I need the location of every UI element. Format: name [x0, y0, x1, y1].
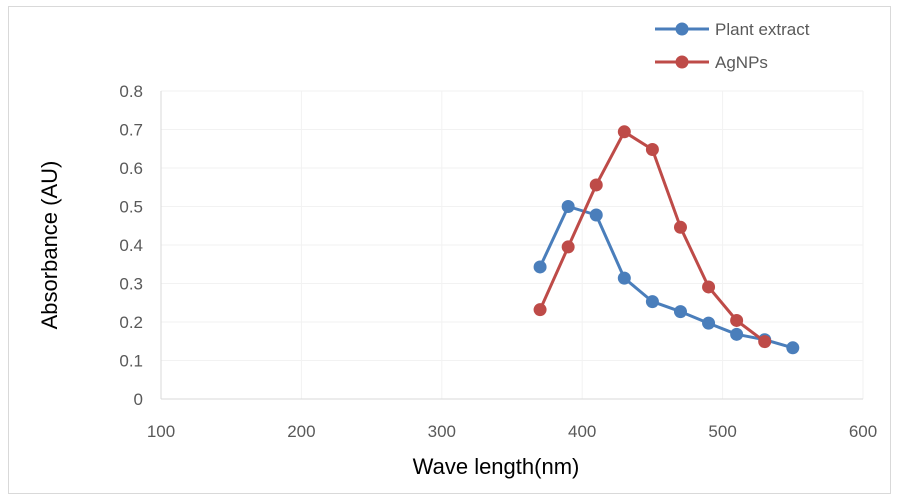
- data-point-plant-extract: [702, 317, 715, 330]
- data-point-plant-extract: [590, 208, 603, 221]
- legend-marker: [676, 23, 689, 36]
- legend: Plant extract AgNPs: [655, 20, 810, 72]
- data-point-agnps: [702, 280, 715, 293]
- x-tick-label: 100: [147, 422, 175, 441]
- data-point-agnps: [590, 178, 603, 191]
- data-point-plant-extract: [534, 260, 547, 273]
- x-tick-label: 500: [708, 422, 736, 441]
- y-tick-label: 0: [134, 390, 143, 409]
- data-point-agnps: [730, 314, 743, 327]
- y-tick-label: 0.2: [119, 313, 143, 332]
- data-point-plant-extract: [730, 328, 743, 341]
- data-point-agnps: [758, 335, 771, 348]
- series-plant-extract: [534, 200, 800, 354]
- y-tick-label: 0.5: [119, 198, 143, 217]
- tick-labels: 0 0.1 0.2 0.3 0.4 0.5 0.6 0.7 0.8 100 200 300 400 500…: [119, 82, 877, 441]
- x-tick-label: 600: [849, 422, 877, 441]
- legend-label: Plant extract: [715, 20, 810, 39]
- series-layer: [534, 125, 800, 354]
- legend-marker: [676, 56, 689, 69]
- y-tick-label: 0.7: [119, 121, 143, 140]
- y-tick-label: 0.1: [119, 352, 143, 371]
- series-agnps: [534, 125, 772, 348]
- data-point-plant-extract: [786, 341, 799, 354]
- data-point-plant-extract: [618, 272, 631, 285]
- y-tick-label: 0.8: [119, 82, 143, 101]
- x-axis-title: Wave length(nm): [413, 454, 580, 479]
- y-axis-title: Absorbance (AU): [37, 161, 62, 330]
- data-point-agnps: [646, 143, 659, 156]
- y-tick-label: 0.3: [119, 275, 143, 294]
- data-point-plant-extract: [562, 200, 575, 213]
- legend-item-agnps: AgNPs: [655, 53, 768, 72]
- data-point-agnps: [534, 303, 547, 316]
- legend-item-plant-extract: Plant extract: [655, 20, 810, 39]
- data-point-agnps: [618, 125, 631, 138]
- series-line-agnps: [540, 132, 765, 342]
- y-tick-label: 0.6: [119, 159, 143, 178]
- y-tick-label: 0.4: [119, 236, 143, 255]
- data-point-agnps: [674, 221, 687, 234]
- data-point-agnps: [562, 240, 575, 253]
- x-tick-label: 300: [428, 422, 456, 441]
- x-tick-label: 200: [287, 422, 315, 441]
- x-tick-label: 400: [568, 422, 596, 441]
- legend-label: AgNPs: [715, 53, 768, 72]
- data-point-plant-extract: [674, 305, 687, 318]
- data-point-plant-extract: [646, 295, 659, 308]
- gridlines: [161, 91, 863, 399]
